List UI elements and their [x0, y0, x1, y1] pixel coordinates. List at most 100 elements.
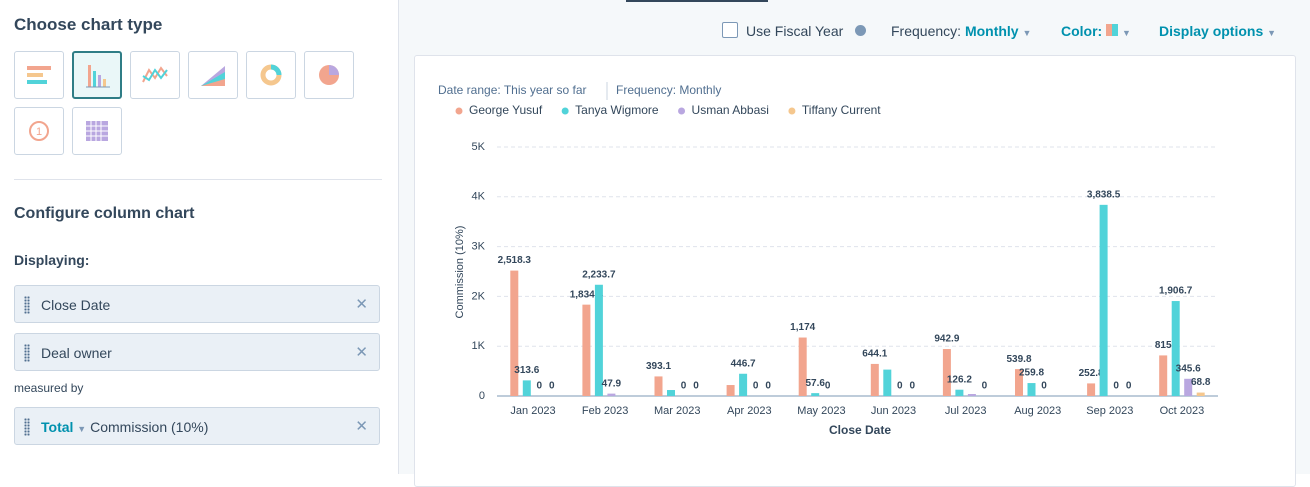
data-label: 252.8 [1079, 368, 1104, 379]
chart-type-pie[interactable] [304, 51, 354, 99]
x-tick-label: Jan 2023 [510, 405, 555, 417]
bar [726, 385, 735, 396]
legend-label: George Yusuf [469, 103, 543, 117]
divider [14, 179, 382, 180]
data-label: 0 [753, 381, 759, 392]
bar [1159, 355, 1168, 396]
data-label: 539.8 [1006, 354, 1031, 365]
bar [811, 393, 820, 396]
dimension-pill[interactable]: Deal owner ✕ [14, 333, 380, 371]
data-label: 68.8 [1191, 377, 1211, 388]
bar [594, 284, 603, 396]
legend-label: Tanya Wigmore [575, 103, 659, 117]
data-label: 0 [1041, 381, 1047, 392]
chart-type-kpi[interactable]: 1 [14, 107, 64, 155]
checkbox[interactable] [722, 22, 738, 38]
data-label: 0 [982, 381, 988, 392]
data-label: 0 [910, 381, 916, 392]
dimension-pill[interactable]: Close Date ✕ [14, 285, 380, 323]
data-label: 0 [1126, 381, 1132, 392]
chart-type-column[interactable] [72, 51, 122, 99]
grip [24, 344, 30, 362]
chart-type-table[interactable] [72, 107, 122, 155]
bar [607, 393, 616, 396]
chart-type-donut[interactable] [246, 51, 296, 99]
value: Monthly [964, 23, 1019, 39]
bar [942, 349, 951, 396]
chart-type-area[interactable] [188, 51, 238, 99]
data-label: 1,834.4 [570, 289, 604, 300]
data-label: 1,906.7 [1159, 286, 1193, 297]
data-label: 3,838.5 [1087, 189, 1121, 200]
y-tick-label: 3K [472, 241, 486, 253]
svg-text:1: 1 [36, 126, 42, 138]
date-range: Date range: This year so far [438, 83, 587, 97]
pill-content: Total ▼ Commission (10%) [41, 419, 208, 435]
data-label: 644.1 [862, 349, 887, 360]
data-label: 2,233.7 [582, 269, 616, 280]
info-icon[interactable] [855, 25, 866, 36]
data-label: 0 [681, 381, 687, 392]
chart-type-horizontal-bar[interactable] [14, 51, 64, 99]
y-tick-label: 4K [472, 191, 486, 203]
data-label: 0 [765, 381, 771, 392]
label: Color: [1061, 23, 1103, 39]
y-tick-label: 0 [479, 390, 485, 402]
pill-text: Deal owner [41, 345, 112, 361]
remove[interactable]: ✕ [355, 344, 368, 361]
bar [1027, 383, 1036, 396]
remove[interactable]: ✕ [355, 296, 368, 313]
bar [654, 376, 663, 396]
y-tick-label: 5K [472, 141, 486, 153]
data-label: 0 [693, 381, 699, 392]
frequency-dropdown[interactable]: Frequency: Monthly ▼ [891, 23, 1032, 39]
x-tick-label: Feb 2023 [582, 405, 628, 417]
data-label: 2,518.3 [498, 255, 532, 266]
y-axis-title: Commission (10%) [454, 226, 466, 319]
data-label: 393.1 [646, 361, 671, 372]
bar [1087, 383, 1096, 396]
page: Choose chart type 1 Configure column cha… [14, 0, 1296, 487]
chart-type-line[interactable] [130, 51, 180, 99]
bar [582, 304, 591, 396]
x-tick-label: Jul 2023 [945, 405, 987, 417]
remove[interactable]: ✕ [355, 418, 368, 435]
label: Displaying: [14, 252, 90, 268]
heading: Choose chart type [14, 15, 163, 34]
legend-swatch [678, 107, 686, 115]
x-axis-title: Close Date [829, 423, 891, 437]
data-label: 0 [537, 381, 543, 392]
label: measured by [14, 381, 84, 395]
data-label: 815 [1155, 340, 1172, 351]
checkbox-label: Use Fiscal Year [746, 23, 844, 39]
grip [24, 296, 30, 314]
data-label: 446.7 [731, 358, 756, 369]
x-tick-label: May 2023 [797, 405, 845, 417]
bar [510, 270, 519, 396]
data-label: 0 [825, 381, 831, 392]
bar [1184, 378, 1193, 396]
color-dropdown[interactable]: Color: ▼ [1061, 23, 1131, 39]
bar [522, 380, 531, 396]
bar [667, 390, 675, 396]
x-tick-label: Aug 2023 [1014, 405, 1061, 417]
bar [798, 337, 807, 396]
bar [955, 389, 964, 396]
caret: ▼ [77, 424, 87, 434]
display-options[interactable]: Display options ▼ [1159, 23, 1277, 39]
data-label: 1,174 [790, 322, 815, 333]
section-heading: Configure column chart [14, 205, 195, 222]
bar [1196, 392, 1205, 396]
x-tick-label: Mar 2023 [654, 405, 700, 417]
aggregate-dropdown[interactable]: Total [41, 419, 74, 435]
frequency: Frequency: Monthly [616, 83, 721, 97]
legend-swatch [788, 107, 796, 115]
tab-indicator [626, 0, 768, 2]
data-label: 47.9 [602, 378, 622, 389]
label: Display options [1159, 23, 1264, 39]
measure-pill[interactable]: Total ▼ Commission (10%) ✕ [14, 407, 380, 445]
chart-card [414, 55, 1296, 487]
bar [1171, 301, 1180, 396]
data-label: 57.6 [805, 378, 825, 389]
bar [967, 394, 976, 396]
